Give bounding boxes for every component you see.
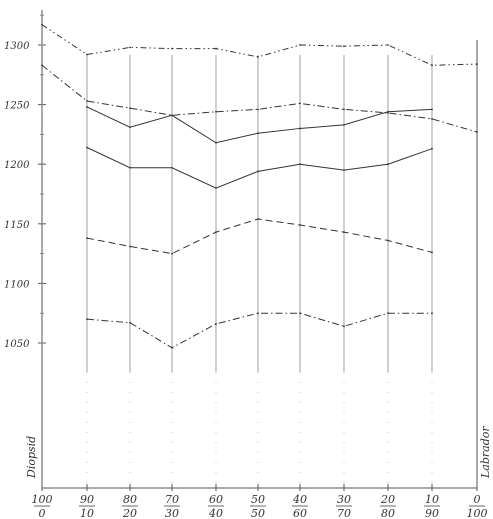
y-tick-label: 1300 — [4, 41, 30, 52]
series-point-5 — [299, 224, 301, 226]
series-line-5 — [86, 218, 433, 255]
x-tick-label-top: 20 — [380, 493, 395, 506]
series-point-5 — [343, 231, 345, 234]
x-tick-label-top: 30 — [337, 493, 351, 506]
series-point-2 — [215, 110, 217, 113]
label-layer: 1300125012001150110010501000901080207030… — [4, 41, 488, 519]
y-tick-label: 1200 — [4, 160, 30, 171]
y-tick-label: 1250 — [4, 101, 30, 112]
series-point-3 — [86, 106, 88, 108]
series-point-6 — [257, 312, 259, 315]
x-tick-label-top: 10 — [425, 493, 439, 506]
series-point-5 — [171, 252, 173, 255]
series-point-5 — [215, 231, 217, 234]
series-point-1 — [431, 64, 433, 67]
series-point-6 — [387, 312, 389, 315]
series-line-6 — [86, 312, 432, 349]
x-tick-label-bottom: 30 — [165, 507, 179, 519]
right-side-label: Labrador — [479, 426, 492, 479]
series-point-4 — [86, 146, 88, 149]
series-line-4 — [86, 147, 433, 189]
series-point-6 — [171, 346, 173, 349]
series-point-5 — [86, 237, 88, 240]
y-tick-label: 1100 — [4, 279, 30, 290]
series-point-2 — [257, 108, 259, 111]
series-point-3 — [171, 114, 173, 117]
series-point-2 — [343, 108, 345, 111]
series-point-5 — [257, 218, 259, 220]
series-point-1 — [41, 23, 43, 26]
series-point-4 — [257, 170, 259, 173]
x-tick-label-top: 0 — [474, 493, 481, 506]
series-point-3 — [431, 108, 433, 111]
series-point-4 — [431, 147, 433, 150]
x-tick-label-top: 40 — [292, 493, 307, 506]
series-point-3 — [387, 110, 389, 113]
x-tick-label-top: 50 — [251, 493, 265, 506]
series-point-1 — [476, 63, 478, 65]
y-tick-label: 1050 — [4, 339, 30, 350]
series-point-3 — [129, 126, 131, 129]
series-point-2 — [86, 100, 88, 102]
series-point-1 — [215, 47, 217, 50]
y-tick-label: 1150 — [4, 220, 30, 231]
series-point-5 — [129, 245, 131, 248]
series-point-6 — [343, 325, 345, 328]
series-point-2 — [431, 118, 433, 120]
x-tick-label-bottom: 60 — [293, 507, 307, 519]
series-point-1 — [299, 44, 301, 46]
grid-layer — [86, 55, 433, 488]
series-point-4 — [299, 163, 301, 166]
axis-layer — [38, 10, 478, 491]
series-point-6 — [86, 318, 88, 321]
series-point-5 — [431, 251, 433, 254]
series-point-3 — [257, 132, 259, 135]
x-tick-label-top: 70 — [165, 493, 179, 506]
series-point-2 — [476, 131, 478, 133]
series-line-1 — [41, 24, 478, 66]
series-point-1 — [86, 53, 88, 56]
x-tick-label-bottom: 40 — [208, 507, 223, 519]
x-tick-label-bottom: 0 — [39, 507, 46, 519]
series-point-5 — [387, 239, 389, 242]
x-tick-label-top: 90 — [80, 493, 94, 506]
x-tick-label-bottom: 10 — [80, 507, 94, 519]
series-point-4 — [343, 169, 345, 172]
series-point-1 — [257, 56, 259, 58]
series-point-6 — [299, 312, 301, 315]
series-point-6 — [215, 323, 217, 325]
x-tick-label-bottom: 20 — [122, 507, 137, 519]
series-point-4 — [129, 166, 131, 169]
series-point-1 — [343, 45, 345, 48]
series-point-2 — [299, 102, 301, 105]
x-tick-label-top: 60 — [209, 493, 223, 506]
series-point-1 — [129, 46, 131, 49]
x-tick-label-bottom: 70 — [337, 507, 351, 519]
x-tick-label-bottom: 90 — [425, 507, 439, 519]
series-point-4 — [171, 166, 173, 169]
x-tick-label-bottom: 50 — [251, 507, 265, 519]
x-tick-label-bottom: 100 — [467, 507, 488, 519]
x-tick-label-top: 100 — [32, 493, 53, 506]
series-point-4 — [215, 187, 217, 189]
series-layer — [41, 23, 478, 349]
x-tick-label-top: 80 — [123, 493, 137, 506]
series-point-1 — [171, 47, 173, 50]
series-line-2 — [41, 64, 478, 133]
series-point-3 — [343, 123, 345, 126]
series-point-3 — [215, 141, 217, 144]
series-point-3 — [299, 127, 301, 130]
series-point-6 — [129, 321, 131, 324]
series-point-6 — [431, 312, 433, 315]
series-point-2 — [129, 107, 131, 110]
series-point-1 — [387, 44, 389, 46]
x-tick-label-bottom: 80 — [381, 507, 395, 519]
series-point-4 — [387, 163, 389, 166]
series-point-2 — [41, 64, 43, 67]
left-side-label: Diopsid — [25, 436, 38, 479]
